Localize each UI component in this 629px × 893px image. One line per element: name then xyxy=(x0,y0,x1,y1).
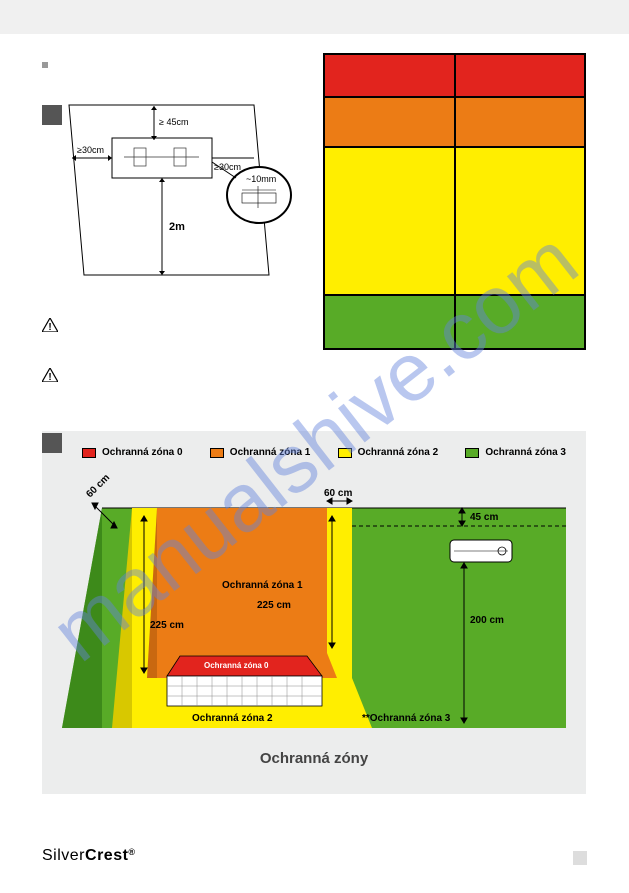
brand-crest: Crest xyxy=(85,847,128,864)
cell-3-0 xyxy=(324,295,455,349)
lbl-z3: **Ochranná zóna 3 xyxy=(362,713,451,724)
protection-zones-diagram: Ochranná zóna 0 Ochranná zóna 1 Ochranná… xyxy=(42,431,586,794)
lbl-z1: Ochranná zóna 1 xyxy=(222,580,303,591)
lbl-225a: 225 cm xyxy=(150,620,184,631)
legend-label-3: Ochranná zóna 3 xyxy=(485,447,566,458)
brand-reg: ® xyxy=(128,847,135,857)
dist-right-label: ≥30cm xyxy=(214,162,241,172)
bullet-small xyxy=(42,62,48,68)
legend-label-1: Ochranná zóna 1 xyxy=(230,447,311,458)
legend-zone-0: Ochranná zóna 0 xyxy=(82,447,183,458)
lbl-60: 60 cm xyxy=(324,488,352,499)
lbl-z0: Ochranná zóna 0 xyxy=(204,661,269,670)
cell-0-1 xyxy=(455,54,586,97)
warning-icon-1: ! xyxy=(42,318,58,337)
brand-silver: Silver xyxy=(42,847,85,864)
legend-zone-3: Ochranná zóna 3 xyxy=(465,447,566,458)
cell-0-0 xyxy=(324,54,455,97)
zone-illustration: 60 cm 60 cm 45 cm 225 cm 225 cm Ochranná… xyxy=(62,468,566,740)
lbl-225b: 225 cm xyxy=(257,600,291,611)
dist-side-label: ≥30cm xyxy=(77,145,104,155)
brand-logo: SilverCrest® xyxy=(42,847,136,865)
color-row-1 xyxy=(324,97,585,147)
dist-top-label: ≥ 45cm xyxy=(159,117,188,127)
top-bar xyxy=(0,0,629,34)
lbl-60-depth: 60 cm xyxy=(84,472,112,500)
color-zone-table xyxy=(323,53,586,350)
svg-text:!: ! xyxy=(48,322,51,332)
drill-depth-label: ~10mm xyxy=(246,174,276,184)
color-row-2 xyxy=(324,147,585,295)
svg-text:!: ! xyxy=(48,372,51,382)
lbl-z2: Ochranná zóna 2 xyxy=(192,713,273,724)
lbl-200: 200 cm xyxy=(470,615,504,626)
color-row-0 xyxy=(324,54,585,97)
legend-label-0: Ochranná zóna 0 xyxy=(102,447,183,458)
cell-2-1 xyxy=(455,147,586,295)
lbl-45: 45 cm xyxy=(470,512,498,523)
zone-legend: Ochranná zóna 0 Ochranná zóna 1 Ochranná… xyxy=(42,431,586,468)
bullet-large-2 xyxy=(42,433,62,453)
legend-zone-1: Ochranná zóna 1 xyxy=(210,447,311,458)
cell-3-1 xyxy=(455,295,586,349)
cell-2-0 xyxy=(324,147,455,295)
wall-height-label: 2m xyxy=(169,221,185,233)
legend-zone-2: Ochranná zóna 2 xyxy=(338,447,439,458)
mounting-diagram: ≥ 45cm ≥30cm ≥30cm 2m ~10mm xyxy=(64,100,304,300)
zone-caption: Ochranná zóny xyxy=(42,740,586,777)
cell-1-0 xyxy=(324,97,455,147)
color-row-3 xyxy=(324,295,585,349)
legend-label-2: Ochranná zóna 2 xyxy=(358,447,439,458)
bullet-large-1 xyxy=(42,105,62,125)
cell-1-1 xyxy=(455,97,586,147)
warning-icon-2: ! xyxy=(42,368,58,387)
page-marker xyxy=(573,851,587,865)
